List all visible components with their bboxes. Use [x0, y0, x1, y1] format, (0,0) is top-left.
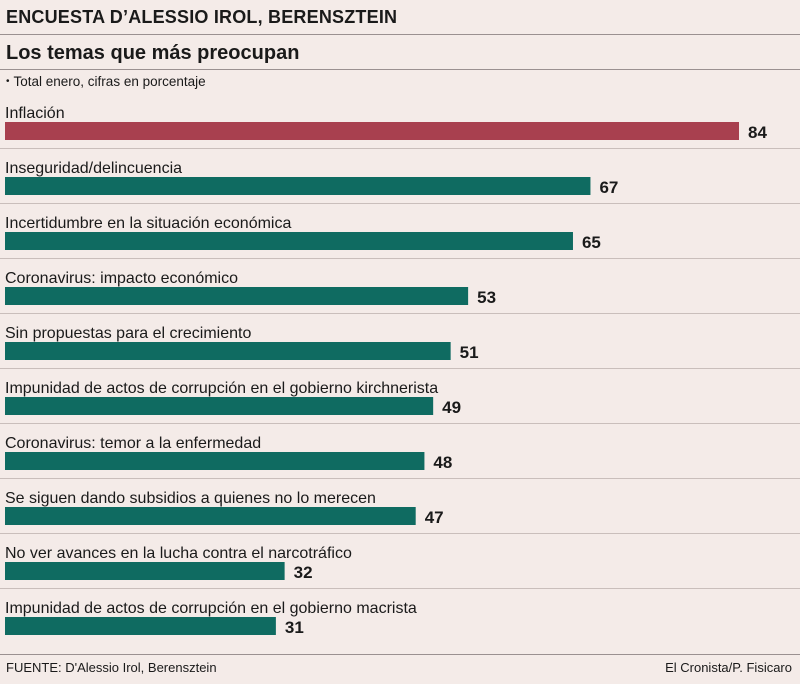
category-label: Sin propuestas para el crecimiento	[5, 325, 251, 342]
chart-subtitle: • Total enero, cifras en porcentaje	[6, 74, 206, 89]
bar	[5, 397, 434, 415]
bar	[5, 452, 425, 470]
bar	[5, 287, 469, 305]
bar	[5, 122, 739, 140]
value-label: 53	[477, 288, 496, 307]
chart-title: Los temas que más preocupan	[6, 42, 300, 64]
category-label: Impunidad de actos de corrupción en el g…	[5, 600, 417, 617]
value-label: 84	[748, 123, 767, 142]
value-label: 65	[582, 233, 601, 252]
category-label: Se siguen dando subsidios a quienes no l…	[5, 490, 376, 507]
bar-chart: Inflación 84 Inseguridad/delincuencia 67 Inc…	[0, 105, 800, 637]
credit-note: El Cronista/P. Fisicaro	[665, 660, 792, 675]
value-label: 48	[433, 453, 452, 472]
chart-kicker: ENCUESTA D’ALESSIO IROL, BERENSZTEIN	[6, 7, 398, 27]
bar	[5, 507, 416, 525]
value-label: 51	[460, 343, 479, 362]
value-label: 49	[442, 398, 461, 417]
divider	[0, 69, 800, 70]
bar	[5, 617, 276, 635]
bar	[5, 232, 573, 250]
category-label: No ver avances en la lucha contra el nar…	[5, 545, 352, 562]
value-label: 32	[294, 563, 313, 582]
divider	[0, 34, 800, 35]
category-label: Incertidumbre en la situación económica	[5, 215, 291, 232]
category-label: Impunidad de actos de corrupción en el g…	[5, 380, 438, 397]
subtitle-text: Total enero, cifras en porcentaje	[13, 74, 206, 89]
category-label: Inflación	[5, 105, 65, 122]
category-label: Inseguridad/delincuencia	[5, 160, 182, 177]
value-label: 31	[285, 618, 304, 637]
bullet-icon: •	[6, 76, 10, 87]
bar	[5, 562, 285, 580]
divider	[0, 654, 800, 655]
bar	[5, 177, 591, 195]
value-label: 67	[599, 178, 618, 197]
value-label: 47	[425, 508, 444, 527]
source-note: FUENTE: D'Alessio Irol, Berensztein	[6, 660, 217, 675]
category-label: Coronavirus: impacto económico	[5, 270, 238, 287]
category-label: Coronavirus: temor a la enfermedad	[5, 435, 261, 452]
bar	[5, 342, 451, 360]
